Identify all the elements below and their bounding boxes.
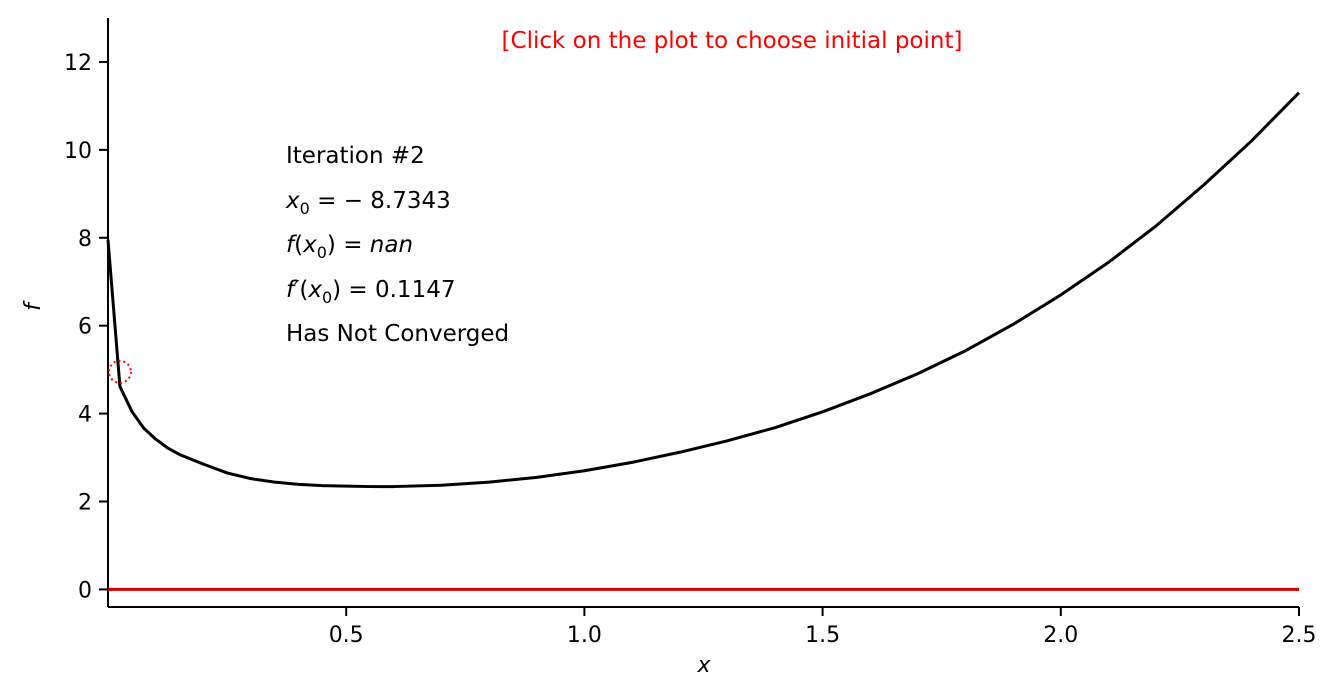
x-tick-label: 1.0 <box>567 623 602 648</box>
fprime-arg-x: x <box>307 277 322 303</box>
initial-point-marker <box>107 359 132 384</box>
y-tick-label: 10 <box>64 139 92 164</box>
y-tick-label: 6 <box>78 315 92 340</box>
y-tick-label: 8 <box>78 227 92 252</box>
x-axis-label: x <box>696 653 711 678</box>
y-tick-label: 12 <box>64 51 92 76</box>
fprime-symbol: f′ <box>286 277 300 303</box>
f-arg-subscript: 0 <box>317 243 327 262</box>
x0-readout: x0 = − 8.7343 <box>285 188 451 218</box>
f-arg-x: x <box>302 232 317 258</box>
y-tick-label: 0 <box>78 578 92 603</box>
fprime-open-paren: ( <box>299 277 308 303</box>
y-tick-label: 2 <box>78 491 92 516</box>
x-tick-label: 0.5 <box>329 623 364 648</box>
x0-symbol: x <box>285 188 300 214</box>
f-x0-readout: f(x0) = nan <box>286 232 413 262</box>
instruction-notice: [Click on the plot to choose initial poi… <box>502 28 963 54</box>
ticks-group: 0.5 1.0 1.5 2.0 2.5 0 2 4 6 8 10 12 <box>64 51 1317 648</box>
f-open-paren: ( <box>294 232 303 258</box>
f-value: nan <box>370 232 413 258</box>
f-symbol: f <box>286 232 297 258</box>
iteration-label: Iteration #2 <box>286 143 425 169</box>
y-axis-label: f <box>21 300 46 311</box>
x0-value: = − 8.7343 <box>310 188 451 214</box>
convergence-status: Has Not Converged <box>286 321 509 347</box>
x-tick-label: 2.5 <box>1282 623 1317 648</box>
fprime-x0-readout: f′(x0) = 0.1147 <box>286 277 455 307</box>
f-close-paren: ) = <box>327 232 370 258</box>
x-tick-label: 1.5 <box>805 623 840 648</box>
function-curve <box>106 91 1301 489</box>
x0-subscript: 0 <box>300 199 310 218</box>
fprime-arg-subscript: 0 <box>322 288 332 307</box>
fprime-value: ) = 0.1147 <box>332 277 455 303</box>
series-layer <box>106 91 1301 591</box>
x-tick-label: 2.0 <box>1043 623 1078 648</box>
y-tick-label: 4 <box>78 403 92 428</box>
